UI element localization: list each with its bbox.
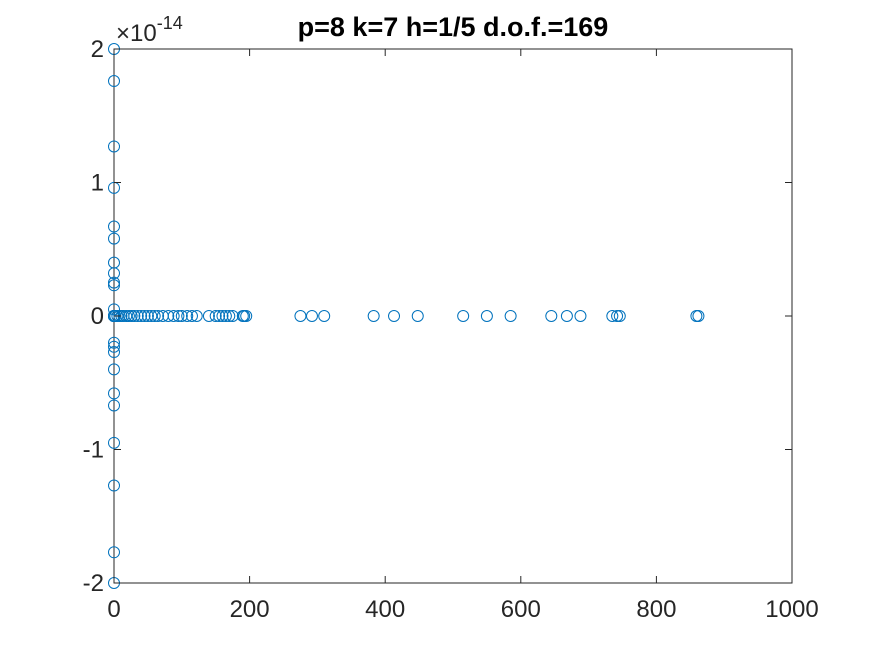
- data-point: [209, 310, 222, 322]
- x-tick-label: 0: [107, 596, 120, 623]
- data-point: [305, 310, 318, 322]
- data-point: [692, 310, 705, 322]
- data-point: [294, 310, 307, 322]
- data-point: [108, 267, 120, 280]
- y-tick-label: -1: [83, 437, 104, 464]
- data-point: [411, 310, 424, 322]
- x-axis-ticks: [113, 49, 793, 583]
- data-point: [108, 220, 120, 233]
- y-tick-label: -2: [83, 570, 104, 597]
- data-point: [108, 340, 120, 353]
- data-point: [148, 310, 161, 322]
- chart-title: p=8 k=7 h=1/5 d.o.f.=169: [298, 12, 609, 42]
- data-point: [108, 479, 120, 492]
- data-point: [108, 279, 120, 292]
- data-point: [223, 310, 236, 322]
- data-point: [613, 310, 626, 322]
- data-point: [108, 140, 120, 153]
- data-point: [108, 346, 120, 359]
- data-point: [122, 310, 135, 322]
- data-point: [213, 310, 226, 322]
- data-points: [108, 43, 705, 589]
- data-point: [138, 310, 151, 322]
- data-point: [318, 310, 331, 322]
- data-point: [480, 310, 493, 322]
- data-point: [108, 399, 120, 412]
- data-point: [185, 310, 198, 322]
- data-point: [202, 310, 215, 322]
- data-point: [388, 310, 401, 322]
- x-tick-label: 200: [230, 596, 270, 623]
- y-exponent-base: ×10: [116, 20, 157, 47]
- y-tick-label: 2: [91, 36, 104, 63]
- y-tick-label: 0: [91, 303, 104, 330]
- data-point: [141, 310, 154, 322]
- data-point: [545, 310, 558, 322]
- data-point: [108, 276, 120, 289]
- data-point: [175, 310, 188, 322]
- data-point: [606, 310, 619, 322]
- x-tick-label: 600: [501, 596, 541, 623]
- data-point: [162, 310, 175, 322]
- y-tick-label: 1: [91, 170, 104, 197]
- data-point: [108, 436, 120, 449]
- y-axis-tick-labels: -2 -1 0 1 2: [83, 36, 104, 597]
- data-point: [108, 363, 120, 376]
- x-tick-label: 1000: [765, 596, 818, 623]
- y-axis-exponent-label: ×10-14: [116, 13, 183, 47]
- x-tick-label: 800: [636, 596, 676, 623]
- data-point: [504, 310, 517, 322]
- data-point: [560, 310, 573, 322]
- y-exponent-power: -14: [157, 13, 183, 33]
- data-point: [128, 310, 141, 322]
- data-point: [219, 310, 232, 322]
- data-point: [457, 310, 470, 322]
- data-point: [574, 310, 587, 322]
- data-point: [108, 546, 120, 559]
- data-point: [131, 310, 144, 322]
- data-point: [181, 310, 194, 322]
- data-point: [190, 310, 203, 322]
- data-point: [172, 310, 185, 322]
- data-point: [367, 310, 380, 322]
- data-point: [108, 387, 120, 400]
- y-axis-ticks: [114, 48, 792, 584]
- axes-box: [113, 48, 793, 584]
- data-point: [135, 310, 148, 322]
- data-point: [108, 75, 120, 88]
- x-axis-tick-labels: 0 200 400 600 800 1000: [107, 596, 818, 623]
- data-point: [108, 336, 120, 349]
- data-point: [152, 310, 165, 322]
- data-point: [240, 310, 253, 322]
- data-point: [145, 310, 158, 322]
- data-point: [216, 310, 229, 322]
- data-point: [226, 310, 239, 322]
- x-tick-label: 400: [365, 596, 405, 623]
- data-point: [108, 232, 120, 245]
- data-point: [611, 310, 624, 322]
- data-point: [167, 310, 180, 322]
- data-point: [125, 310, 138, 322]
